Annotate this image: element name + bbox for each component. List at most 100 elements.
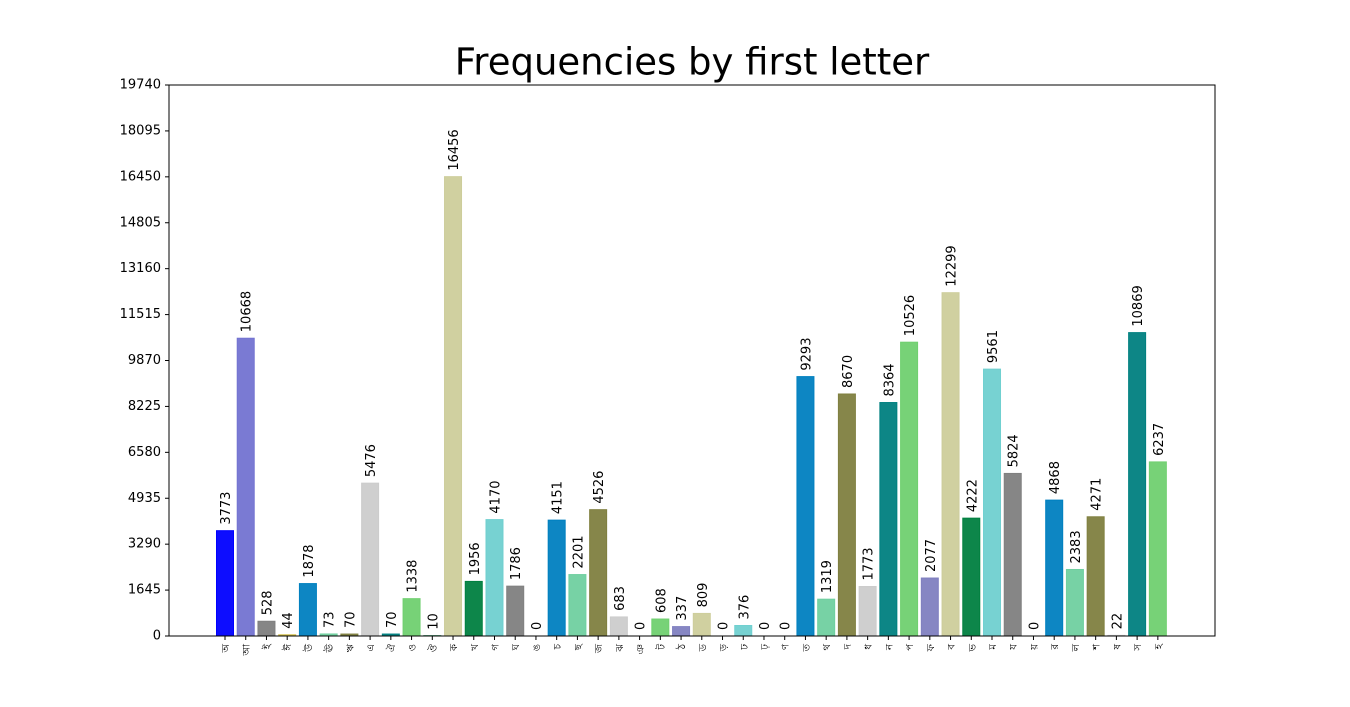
x-tick-label: চ <box>553 643 564 650</box>
value-label: 44 <box>281 612 296 629</box>
value-label: 5824 <box>1007 434 1022 467</box>
x-tick-label: প <box>905 644 916 651</box>
value-label: 10668 <box>240 291 255 332</box>
bar <box>298 583 317 637</box>
x-tick-label: আ <box>242 644 253 657</box>
y-tick-label: 14805 <box>120 215 161 230</box>
plot-area: 0 1645 3290 4935 6580 8225 9870 11515 13160 14805… <box>120 78 1167 657</box>
bar <box>485 519 504 637</box>
value-label: 0 <box>779 622 794 630</box>
bar <box>589 509 608 637</box>
x-tick-label: ম <box>988 644 999 651</box>
value-label: 809 <box>696 583 711 608</box>
y-tick-label: 9870 <box>128 353 161 368</box>
value-label: 4526 <box>592 471 607 504</box>
x-tick-label: ঝ <box>615 644 626 653</box>
bar <box>920 577 939 637</box>
value-label: 70 <box>385 611 400 628</box>
value-label: 5476 <box>364 444 379 477</box>
x-tick-label: ট <box>654 643 667 650</box>
value-label: 683 <box>613 586 628 611</box>
x-tick-label: ত <box>801 644 812 653</box>
y-tick-label: 6580 <box>128 445 161 460</box>
value-label: 4222 <box>965 479 980 512</box>
x-tick-label: ঊ <box>323 644 336 654</box>
bar <box>464 580 483 637</box>
x-tick-label: ঋ <box>345 643 356 652</box>
bar <box>568 574 587 637</box>
x-tick-label: ছ <box>573 643 584 651</box>
value-label: 9293 <box>799 338 814 371</box>
bar <box>506 585 525 637</box>
bar <box>1003 472 1022 637</box>
x-tick-label: উ <box>302 644 315 653</box>
x-tick-label: জ <box>594 643 605 654</box>
x-tick-label: ঠ <box>675 643 688 650</box>
chart-title: Frequencies by first letter <box>455 41 930 84</box>
y-tick-label: 4935 <box>128 491 161 506</box>
x-tick-label: থ <box>822 643 833 650</box>
value-label: 1773 <box>862 547 877 580</box>
bar <box>837 393 856 637</box>
value-label: 9561 <box>986 330 1001 363</box>
value-label: 16456 <box>447 129 462 170</box>
value-label: 4271 <box>1090 478 1105 511</box>
x-tick-label: ষ <box>1112 644 1123 651</box>
x-tick-label: ঘ <box>511 643 522 651</box>
bar <box>962 517 981 637</box>
x-tick-label: স <box>1133 644 1144 652</box>
x-tick-label: ঢ <box>739 644 750 651</box>
x-tick-label: ফ <box>926 643 937 652</box>
y-tick-label: 13160 <box>120 261 161 276</box>
bar <box>900 341 919 637</box>
bar <box>547 519 566 637</box>
value-label: 6237 <box>1152 423 1167 456</box>
x-tick-label: ও <box>408 644 419 651</box>
axes-frame <box>168 84 1216 637</box>
value-label: 8670 <box>841 355 856 388</box>
x-tick-label: ঐ <box>386 644 398 652</box>
value-label: 1956 <box>468 542 483 575</box>
x-tick-label: ড় <box>719 643 730 652</box>
x-tick-label: ব <box>947 644 958 651</box>
bar <box>236 337 255 637</box>
x-tick-label: ড <box>698 643 709 652</box>
x-tick-label: ঈ <box>282 644 294 652</box>
bar <box>1128 332 1147 637</box>
x-tick-label: শ <box>1092 643 1103 651</box>
bar <box>692 612 711 637</box>
x-tick-label: গ <box>490 644 501 651</box>
value-label: 1786 <box>509 547 524 580</box>
x-tick-label: দ <box>843 643 854 650</box>
bar <box>1148 461 1167 637</box>
bar <box>361 482 380 637</box>
x-tick-label: অ <box>221 644 232 654</box>
x-tick-label: ন <box>884 643 895 651</box>
bar <box>444 176 463 637</box>
value-label: 0 <box>530 622 545 630</box>
x-tick-label: য় <box>1029 643 1040 651</box>
value-label: 528 <box>260 590 275 615</box>
value-label: 2201 <box>571 535 586 568</box>
x-tick-label: এ <box>366 644 377 652</box>
x-tick-label: হ <box>1154 643 1165 650</box>
bar <box>402 598 421 637</box>
bar <box>858 586 877 637</box>
value-label: 4151 <box>551 481 566 514</box>
bar <box>796 376 815 637</box>
bar <box>609 616 628 637</box>
value-label: 0 <box>634 622 649 630</box>
x-tick-label: ঔ <box>427 643 439 652</box>
x-tick-label: ই <box>261 643 273 650</box>
value-label: 376 <box>737 595 752 620</box>
bar <box>879 402 898 637</box>
bar <box>734 625 753 637</box>
bar <box>941 292 960 637</box>
value-label: 337 <box>675 596 690 621</box>
bar <box>983 368 1002 637</box>
value-label: 1878 <box>302 544 317 577</box>
x-tick-label: ঢ় <box>760 643 771 650</box>
bar <box>1086 516 1105 637</box>
y-tick-label: 0 <box>153 629 161 644</box>
value-label: 1338 <box>406 560 421 593</box>
